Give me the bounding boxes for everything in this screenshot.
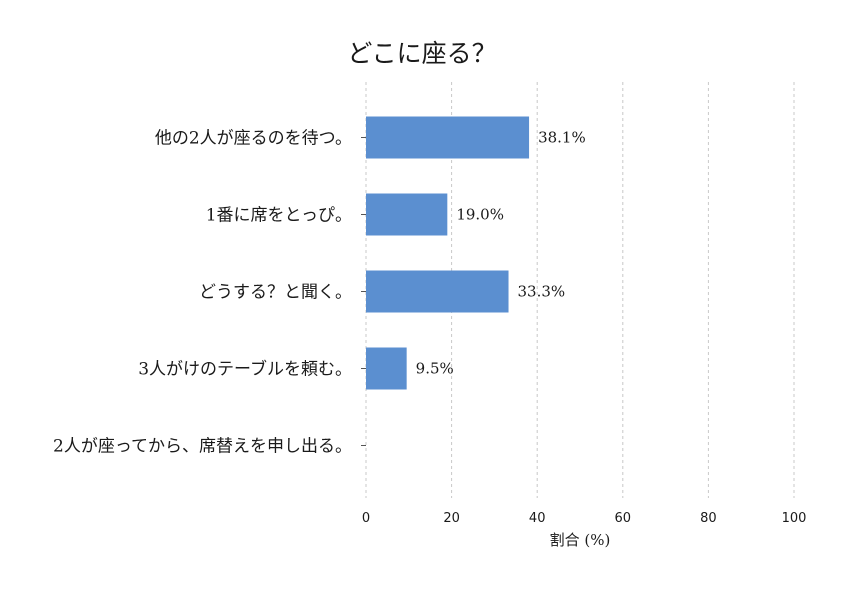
category-label: 3人がけのテーブルを頼む。 xyxy=(138,359,352,380)
category-label: 1番に席をとっぴ。 xyxy=(206,206,352,226)
x-tick-label: 80 xyxy=(700,511,717,526)
value-labels: 38.1% 19.0% 33.3% 9.5% xyxy=(416,129,586,378)
bar xyxy=(366,116,530,159)
value-label: 38.1% xyxy=(538,129,586,147)
x-axis-ticks: 0 20 40 60 80 100 xyxy=(362,511,807,526)
bar xyxy=(366,347,407,390)
category-labels: 他の2人が座るのを待つ。 1番に席をとっぴ。どうする？と聞く。 3人がけのテーブルを… xyxy=(53,129,366,457)
chart-title: どこに座る？ xyxy=(347,39,496,68)
category-label: どうする？と聞く。 xyxy=(199,283,352,303)
bar xyxy=(366,193,448,236)
x-axis-label: 割合 (%) xyxy=(550,531,611,549)
x-tick-label: 100 xyxy=(782,511,807,526)
x-tick-label: 20 xyxy=(443,511,460,526)
x-tick-label: 60 xyxy=(615,511,632,526)
category-label: 他の2人が座るのを待つ。 xyxy=(155,129,352,149)
value-label: 33.3% xyxy=(518,283,566,301)
value-label: 19.0% xyxy=(456,206,504,224)
value-label: 9.5% xyxy=(416,360,454,378)
bar xyxy=(366,270,509,313)
bars xyxy=(366,116,530,390)
x-tick-label: 0 xyxy=(362,511,370,526)
x-tick-label: 40 xyxy=(529,511,546,526)
category-label: 2人が座ってから、席替えを申し出る。 xyxy=(53,437,352,457)
